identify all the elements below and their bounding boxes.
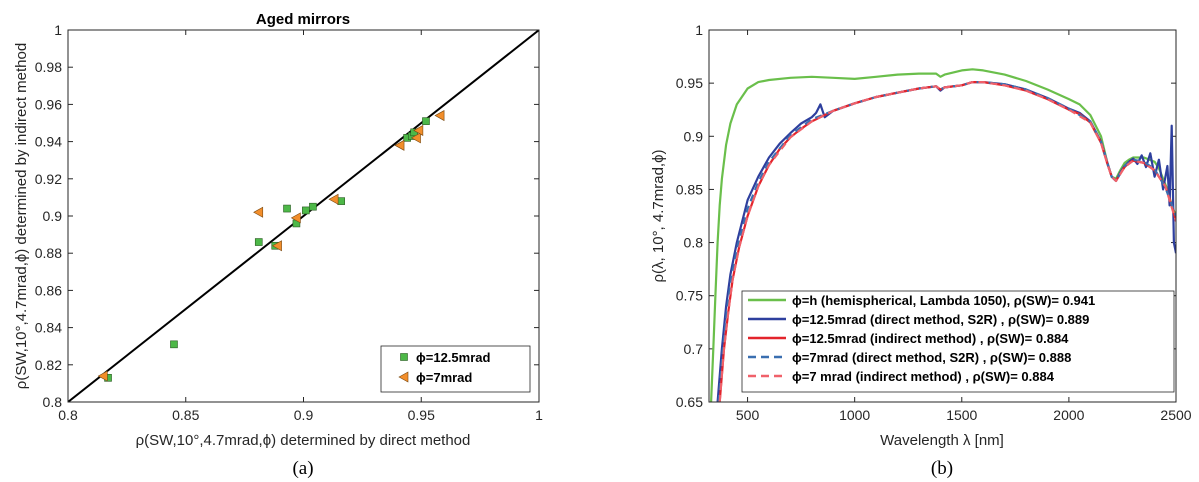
chart-a-xlabel: ρ(SW,10°,4.7mrad,ϕ) determined by direct… [136,432,471,449]
point-s1-1 [253,206,264,218]
y-tick-label-b-4: 0.85 [676,181,703,197]
legend-label-b-2: ϕ=12.5mrad (indirect method) , ρ(SW)= 0.… [792,331,1069,346]
point-s1-3 [290,212,301,224]
x-tick-label-a-1: 0.85 [172,407,199,423]
point-s1-8 [434,110,445,122]
point-s0-6 [302,206,310,215]
caption-b: (b) [931,458,953,479]
reference-line-group [68,30,539,402]
point-s0-2 [254,238,263,246]
legend-label-b-4: ϕ=7 mrad (indirect method) , ρ(SW)= 0.88… [792,369,1055,384]
point-s0-1 [170,340,178,349]
x-tick-label-b-1: 1000 [839,407,870,423]
legend-label-a-0: ϕ=12.5mrad [416,350,490,365]
y-tick-label-a-2: 0.84 [35,320,62,336]
y-tick-label-a-9: 0.98 [35,59,62,75]
x-tick-label-a-4: 1 [535,407,543,423]
chart-b: 500 1000 1500 2000 2500 0.65 0.7 0.75 0.8 0.85 0.9… [650,22,1192,479]
y-tick-label-a-7: 0.94 [35,134,62,150]
legend-label-b-3: ϕ=7mrad (direct method, S2R) , ρ(SW)= 0.… [792,350,1071,365]
caption-a: (a) [292,458,313,479]
chart-a-ylabel: ρ(SW,10°,4.7mrad,ϕ) determined by indire… [13,43,30,389]
legend-marks-a [398,353,409,383]
legend-marker-a-1 [398,371,409,383]
point-s0-7 [309,202,317,211]
point-s1-4 [328,193,339,205]
point-s1-2 [271,240,282,252]
plot-frame-a [67,29,540,403]
y-tick-label-a-1: 0.82 [35,357,62,373]
chart-b-ylabel: ρ(λ, 10°, 4.7mrad,ϕ) [650,150,667,283]
legend-label-a-1: ϕ=7mrad [416,370,472,385]
reference-line-1to1 [68,30,539,402]
x-tick-label-a-3: 0.95 [408,407,435,423]
y-tick-label-b-1: 0.7 [684,341,704,357]
y-tick-label-a-6: 0.92 [35,171,62,187]
chart-a-legend: ϕ=12.5mrad ϕ=7mrad [380,345,531,393]
legend-marker-a-0 [400,353,408,361]
x-tick-label-b-2: 1500 [946,407,977,423]
y-tick-label-b-0: 0.65 [676,394,703,410]
y-tick-label-a-8: 0.96 [35,96,62,112]
y-tick-label-b-3: 0.8 [684,235,704,251]
tick-labels-b: 500 1000 1500 2000 2500 0.65 0.7 0.75 0.8 0.85 0.9… [676,22,1192,423]
point-s1-5 [394,139,405,151]
legend-box-b [741,290,1175,393]
point-s1-7 [413,124,424,136]
chart-b-legend: ϕ=h (hemispherical, Lambda 1050), ρ(SW)=… [741,290,1175,393]
point-s0-4 [283,204,291,213]
y-tick-label-a-3: 0.86 [35,282,62,298]
y-tick-label-a-4: 0.88 [35,245,62,261]
legend-label-b-0: ϕ=h (hemispherical, Lambda 1050), ρ(SW)=… [792,293,1095,308]
y-tick-label-b-7: 1 [695,22,703,38]
y-tick-label-b-6: 0.95 [676,75,703,91]
point-s0-8 [337,197,345,205]
series-line-3 [717,81,1176,402]
spectral-lines [710,68,1176,402]
series-line-0 [710,68,1176,402]
x-tick-label-b-4: 2500 [1160,407,1191,423]
y-tick-label-b-2: 0.75 [676,288,703,304]
plot-frame-b [708,29,1177,403]
point-s1-0 [97,370,108,382]
x-tick-label-b-0: 500 [736,407,760,423]
x-tick-label-a-2: 0.9 [294,407,314,423]
y-tick-label-a-0: 0.8 [43,394,63,410]
chart-b-xlabel: Wavelength λ [nm] [880,432,1004,449]
scatter-points [97,110,445,382]
y-tick-label-a-10: 1 [54,22,62,38]
legend-label-b-1: ϕ=12.5mrad (direct method, S2R) , ρ(SW)=… [792,312,1089,327]
y-tick-label-b-5: 0.9 [684,128,704,144]
point-s0-12 [422,117,430,125]
chart-a-title: Aged mirrors [256,11,350,28]
chart-a: 0.8 0.85 0.9 0.95 1 0.8 0.82 0.84 0.86 0.88 0.9 0.9… [13,11,543,479]
x-tick-label-b-3: 2000 [1053,407,1084,423]
tick-labels-a: 0.8 0.85 0.9 0.95 1 0.8 0.82 0.84 0.86 0.88 0.9 0.9… [35,22,543,423]
point-s1-6 [410,132,421,144]
legend-marks-b [748,298,786,378]
y-tick-label-a-5: 0.9 [43,208,63,224]
x-tick-label-a-0: 0.8 [58,407,78,423]
